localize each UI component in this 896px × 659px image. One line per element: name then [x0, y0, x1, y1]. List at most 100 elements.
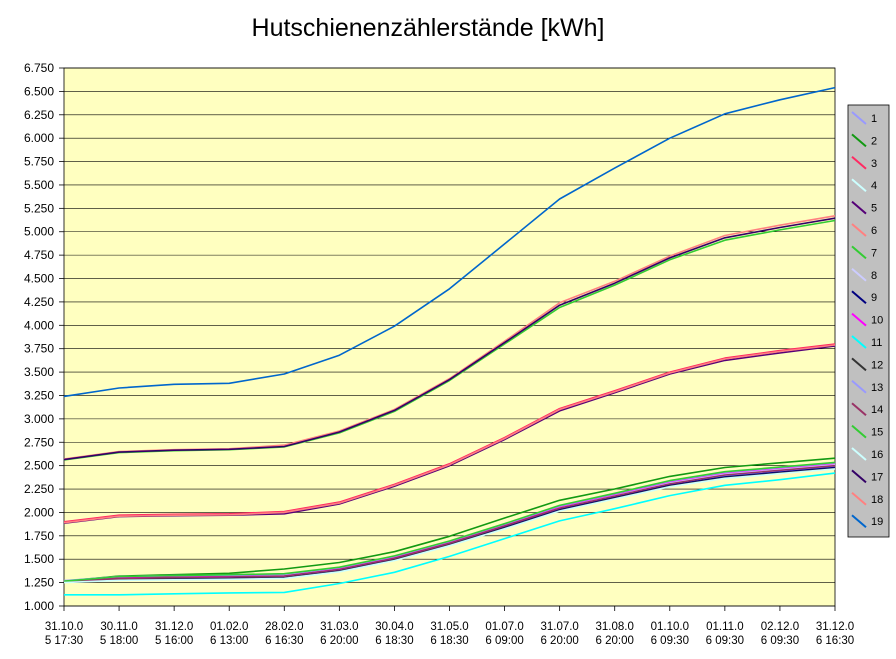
- x-tick-label-line1: 31.08.0: [596, 621, 634, 633]
- x-axis: 31.10.0 5 17:30 30.11.0 5 18:00 31.12.0 5 16:…: [45, 606, 854, 647]
- x-tick-label-line1: 31.07.0: [540, 621, 578, 633]
- y-tick-label: 6.250: [24, 108, 54, 122]
- series-line-16: [63, 468, 836, 584]
- x-tick-label-line2: 6 20:00: [320, 635, 358, 647]
- legend-label-13: 13: [871, 382, 883, 394]
- x-tick-label-line1: 31.12.0: [816, 621, 854, 633]
- x-tick-label-line2: 6 13:00: [210, 635, 248, 647]
- y-tick-label: 6.500: [24, 84, 54, 98]
- legend-swatch-1: [851, 111, 867, 125]
- y-tick-label: 5.250: [24, 201, 54, 215]
- y-tick-label: 1.500: [24, 552, 54, 566]
- x-tick-label-line1: 30.04.0: [375, 621, 413, 633]
- legend-swatch-15: [851, 424, 867, 439]
- x-tick-label-line1: 02.12.0: [761, 621, 799, 633]
- legend-swatch-2: [851, 133, 867, 148]
- legend-swatch-19: [851, 514, 867, 528]
- legend-label-15: 15: [871, 427, 883, 439]
- y-tick-label: 4.750: [24, 248, 54, 262]
- legend-swatch-18: [851, 492, 867, 506]
- series-line-2: [63, 457, 836, 582]
- series-lines: [63, 86, 836, 596]
- y-tick-label: 6.000: [24, 131, 54, 145]
- legend-label-2: 2: [871, 135, 877, 147]
- y-tick-label: 3.500: [24, 365, 54, 379]
- y-axis: 1.000 1.250 1.500 1.750 2.000 2.250 2.500 2.750…: [24, 61, 64, 613]
- legend-swatch-4: [851, 178, 867, 192]
- legend-label-11: 11: [871, 337, 882, 349]
- legend-label-18: 18: [871, 494, 883, 506]
- legend-label-10: 10: [871, 315, 883, 327]
- legend-swatch-17: [851, 469, 867, 484]
- series-line-11: [64, 472, 836, 596]
- legend-label-6: 6: [871, 225, 877, 237]
- legend-label-1: 1: [871, 113, 877, 125]
- legend-label-9: 9: [871, 292, 877, 304]
- x-tick-label-line1: 31.10.0: [45, 621, 83, 633]
- legend-swatch-6: [851, 223, 867, 237]
- y-tick-label: 2.750: [24, 435, 54, 449]
- legend-label-12: 12: [871, 359, 883, 371]
- legend-label-16: 16: [871, 449, 883, 461]
- legend-swatch-14: [851, 402, 867, 416]
- x-tick-label-line2: 6 16:30: [816, 635, 854, 647]
- y-tick-label: 3.250: [24, 388, 54, 402]
- series-line-15: [63, 461, 836, 582]
- gridlines: [64, 67, 835, 607]
- legend-swatch-12: [851, 357, 867, 372]
- x-tick-label-line2: 5 18:00: [100, 635, 138, 647]
- x-tick-label-line1: 31.05.0: [430, 621, 468, 633]
- x-tick-label-line2: 6 16:30: [265, 635, 303, 647]
- y-tick-label: 5.000: [24, 225, 54, 239]
- y-tick-label: 6.750: [24, 61, 54, 75]
- legend-swatch-13: [851, 380, 867, 394]
- series-line-14: [63, 464, 836, 583]
- legend-swatch-11: [851, 335, 867, 349]
- legend-label-5: 5: [871, 203, 877, 215]
- legend-swatch-10: [851, 312, 867, 327]
- y-tick-label: 5.750: [24, 155, 54, 169]
- x-tick-label-line1: 01.10.0: [651, 621, 689, 633]
- x-tick-label-line2: 6 09:30: [651, 635, 689, 647]
- y-tick-label: 3.000: [24, 412, 54, 426]
- legend-swatch-8: [851, 268, 867, 282]
- legend-label-8: 8: [871, 270, 877, 282]
- x-tick-label-line1: 28.02.0: [265, 621, 303, 633]
- x-tick-label-line2: 6 18:30: [430, 635, 468, 647]
- y-tick-label: 5.500: [24, 178, 54, 192]
- x-tick-label-line1: 31.03.0: [320, 621, 358, 633]
- legend-label-4: 4: [871, 180, 877, 192]
- x-tick-label-line2: 6 09:30: [761, 635, 799, 647]
- x-tick-label-line1: 30.11.0: [100, 621, 138, 633]
- y-tick-label: 2.500: [24, 459, 54, 473]
- x-tick-label-line2: 6 18:30: [375, 635, 413, 647]
- legend-swatch-3: [851, 156, 867, 170]
- legend-swatch-5: [851, 200, 867, 215]
- x-tick-label-line2: 6 09:00: [485, 635, 523, 647]
- legend-label-3: 3: [871, 158, 877, 170]
- y-tick-label: 4.500: [24, 272, 54, 286]
- x-tick-label-line1: 31.12.0: [155, 621, 193, 633]
- legend-label-14: 14: [871, 404, 883, 416]
- x-tick-label-line2: 6 20:00: [596, 635, 634, 647]
- y-tick-label: 1.250: [24, 576, 54, 590]
- x-tick-label-line2: 6 20:00: [540, 635, 578, 647]
- y-tick-label: 2.250: [24, 482, 54, 496]
- x-tick-label-line1: 01.11.0: [706, 621, 744, 633]
- y-tick-label: 3.750: [24, 342, 54, 356]
- y-tick-label: 2.000: [24, 505, 54, 519]
- legend-label-19: 19: [871, 516, 883, 528]
- legend-label-7: 7: [871, 247, 877, 259]
- chart-title: Hutschienenzählerstände [kWh]: [252, 14, 605, 42]
- legend-swatch-7: [851, 245, 867, 260]
- y-tick-label: 4.250: [24, 295, 54, 309]
- x-tick-label-line2: 5 17:30: [45, 635, 83, 647]
- x-tick-label-line1: 01.07.0: [485, 621, 523, 633]
- series-line-3: [63, 343, 836, 523]
- x-tick-label-line1: 01.02.0: [210, 621, 248, 633]
- legend-label-17: 17: [871, 471, 883, 483]
- legend-swatch-16: [851, 447, 867, 461]
- series-line-19: [63, 86, 836, 398]
